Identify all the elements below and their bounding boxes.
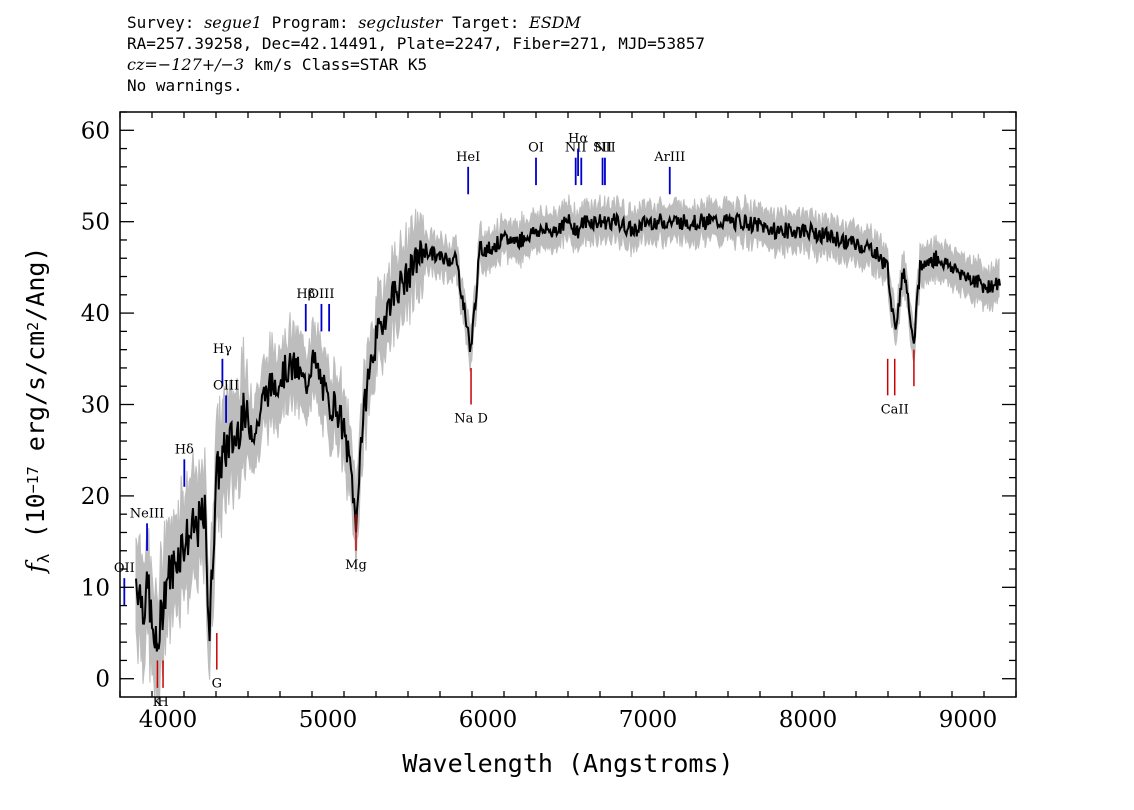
- error-band-area: [135, 194, 1000, 705]
- x-tick-label: 5000: [299, 707, 358, 733]
- x-tick-label: 4000: [139, 707, 198, 733]
- y-axis-title-part: erg/s/cm: [21, 331, 50, 466]
- y-tick-label: 40: [81, 301, 110, 327]
- target-value: ESDM: [529, 13, 581, 32]
- cz-value: cz=−127+/−3: [127, 55, 245, 74]
- header-line-warnings: No warnings.: [127, 76, 243, 95]
- y-axis-title-part: f: [21, 559, 50, 574]
- x-axis-title: Wavelength (Angstroms): [402, 749, 733, 778]
- survey-label: Survey:: [127, 13, 205, 32]
- emission-line-label: Hα: [568, 132, 588, 147]
- y-tick-label: 50: [81, 210, 110, 236]
- program-label: Program:: [261, 13, 359, 32]
- absorption-line-label: K: [153, 695, 163, 710]
- absorption-line-label: Mg: [345, 558, 367, 573]
- y-axis-title-text: fλ (10−17 erg/s/cm2/Ang): [21, 247, 53, 575]
- emission-line-label: SII: [593, 141, 612, 156]
- emission-line-label: OI: [528, 141, 544, 156]
- emission-line-label: HeI: [456, 150, 480, 165]
- absorption-line-label: Na D: [454, 412, 488, 427]
- emission-line-label: OIII: [308, 287, 334, 302]
- y-axis-title-part: /Ang): [21, 247, 50, 322]
- emission-line-label: NII: [594, 141, 616, 156]
- y-tick-label: 10: [81, 575, 110, 601]
- survey-value: segue1: [204, 13, 262, 32]
- emission-line-label: Hγ: [213, 342, 232, 357]
- y-tick-label: 0: [95, 667, 110, 693]
- emission-line-label: Hβ: [296, 287, 315, 302]
- axis-ticks: 4000 5000 6000 7000 8000 9000 0 10 20 30 40 50 60: [81, 111, 1017, 733]
- x-tick-label: 9000: [939, 707, 998, 733]
- header-line-survey: Survey: segue1 Program: segcluster Targe…: [127, 12, 705, 33]
- y-tick-label: 30: [81, 393, 110, 419]
- header-line-coordinates: RA=257.39258, Dec=42.14491, Plate=2247, …: [127, 34, 705, 53]
- error-band: [135, 194, 1000, 705]
- header-line-redshift: cz=−127+/−3 km/s Class=STAR K5: [127, 54, 705, 75]
- x-tick-label: 8000: [779, 707, 838, 733]
- emission-line-label: ArIII: [653, 150, 685, 165]
- target-label: Target:: [442, 13, 530, 32]
- absorption-line-label: CaII: [881, 402, 909, 417]
- y-axis-title: fλ (10−17 erg/s/cm2/Ang): [21, 247, 53, 575]
- emission-line-label: Hδ: [175, 442, 194, 457]
- y-tick-label: 20: [81, 484, 110, 510]
- y-axis-title-part: (10: [21, 493, 50, 553]
- spectrum-series: [135, 211, 1001, 652]
- x-tick-label: 6000: [459, 707, 518, 733]
- y-axis-title-part: λ: [34, 553, 53, 563]
- absorption-line-label: G: [212, 677, 222, 692]
- spectrum-line: [135, 211, 1001, 652]
- program-value: segcluster: [358, 13, 443, 32]
- absorption-line-label: H: [157, 695, 168, 710]
- y-axis-title-part: −17: [24, 466, 42, 493]
- emission-line-label: NII: [565, 141, 587, 156]
- emission-line-label: NeIII: [130, 506, 164, 521]
- spectrum-header: Survey: segue1 Program: segcluster Targe…: [127, 12, 705, 96]
- x-tick-label: 7000: [619, 707, 678, 733]
- y-tick-label: 60: [81, 118, 110, 144]
- y-axis-title-part: 2: [24, 322, 42, 331]
- class-text: km/s Class=STAR K5: [244, 55, 428, 74]
- emission-line-label: OIII: [213, 378, 239, 393]
